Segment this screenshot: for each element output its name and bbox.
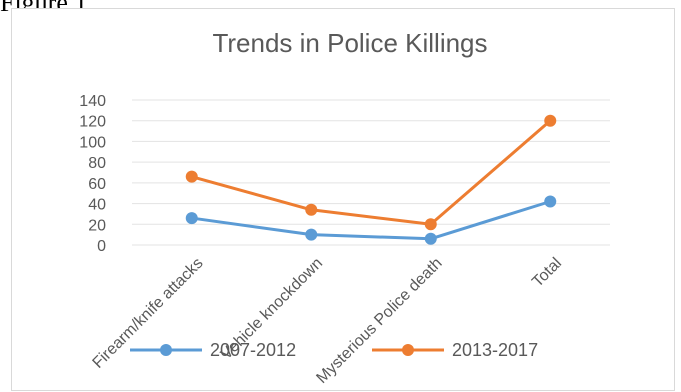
y-tick-label: 20 [88, 217, 106, 234]
data-point-series-1 [305, 228, 318, 241]
data-point-series-2 [544, 114, 557, 127]
y-tick-label: 80 [88, 155, 106, 172]
y-tick-label: 100 [79, 134, 106, 151]
series-group [185, 114, 557, 245]
chart-frame [11, 8, 675, 391]
data-point-series-1 [424, 232, 437, 245]
x-tick-label: Total [529, 255, 565, 291]
series-line-1 [191, 200, 551, 241]
data-point-series-1 [185, 212, 198, 225]
y-tick-label: 120 [79, 114, 106, 131]
legend-label-1: 2007-2012 [210, 340, 296, 360]
data-point-series-2 [305, 203, 318, 216]
series-line-2 [191, 119, 552, 226]
grid-lines [132, 99, 610, 246]
legend-marker-2 [402, 344, 414, 356]
legend-marker-1 [160, 344, 172, 356]
y-axis: 0 20 40 60 80 100 120 140 [79, 93, 106, 255]
y-tick-label: 0 [97, 238, 106, 255]
chart-title: Trends in Police Killings [212, 28, 487, 58]
data-point-series-2 [424, 218, 437, 231]
legend[interactable]: 2007-2012 2013-2017 [130, 340, 538, 360]
data-point-series-2 [185, 170, 198, 183]
x-tick-label: Firearm/knife attacks [90, 255, 207, 372]
y-tick-label: 40 [88, 197, 106, 214]
data-point-series-1 [544, 195, 557, 208]
legend-label-2: 2013-2017 [452, 340, 538, 360]
y-tick-label: 140 [79, 93, 106, 110]
x-axis: Firearm/knife attacks Vehicle knockdownMy… [90, 255, 566, 387]
y-tick-label: 60 [88, 176, 106, 193]
x-tick-label: Mysterious Police death [313, 255, 445, 387]
